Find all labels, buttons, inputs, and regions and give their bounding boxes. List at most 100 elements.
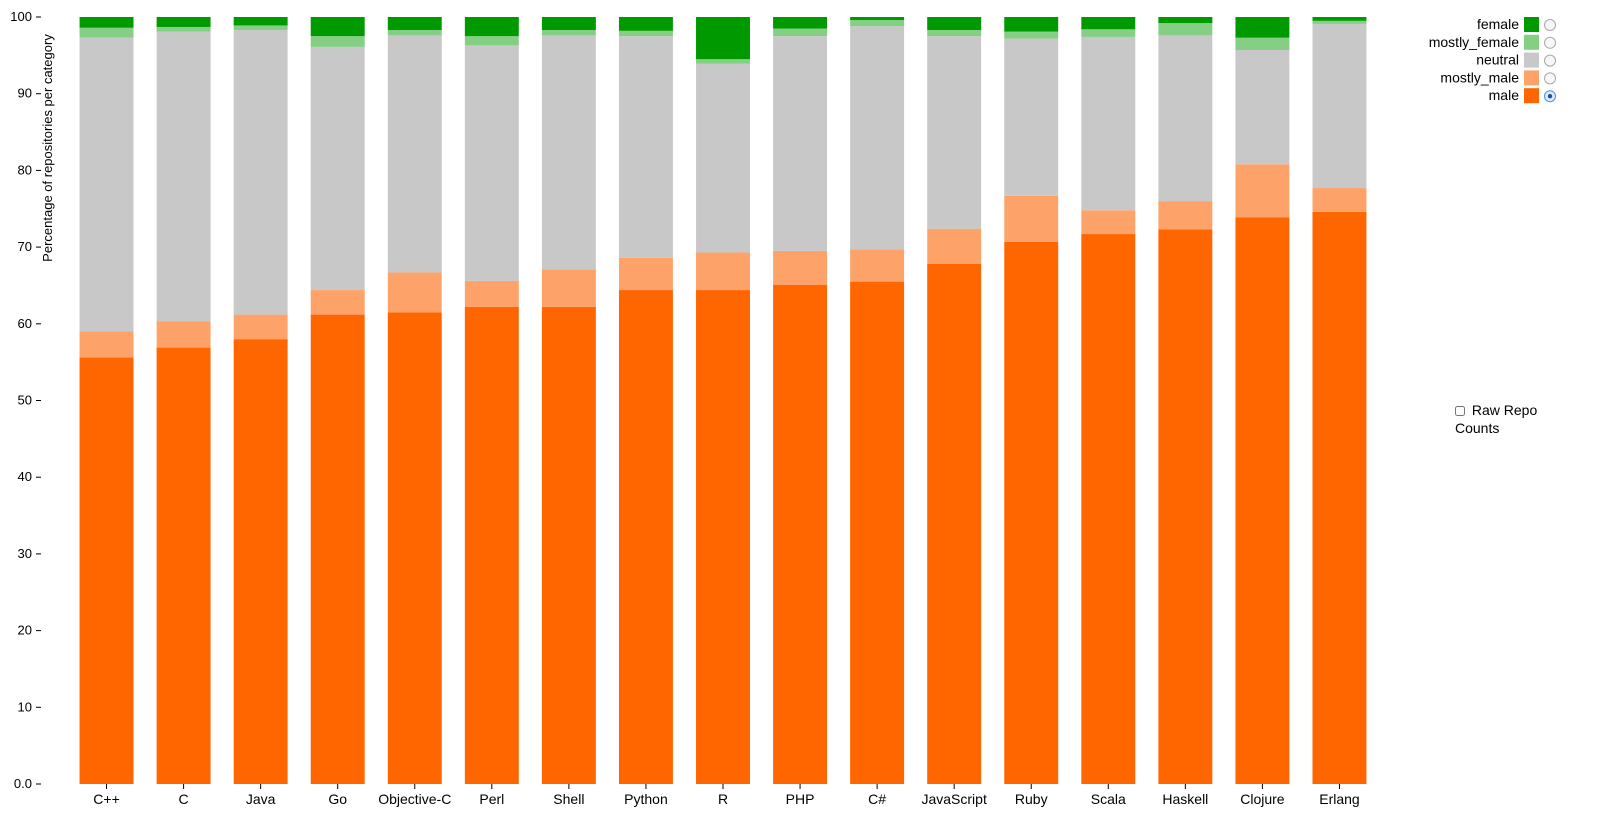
legend-label: female <box>1477 16 1519 32</box>
legend-radio-button[interactable] <box>1544 54 1556 67</box>
bar-segment-mostly_female <box>233 25 288 31</box>
bar-segment-female <box>156 17 211 27</box>
y-tick-label: 100 <box>10 9 32 24</box>
bar-segment-female <box>1312 17 1367 21</box>
bar-segment-mostly_female <box>156 26 211 32</box>
legend-item-neutral[interactable]: neutral <box>1476 52 1556 68</box>
legend-radio-button[interactable] <box>1544 19 1556 31</box>
bar-segment-male <box>1081 234 1136 784</box>
bar-segment-female <box>927 17 982 31</box>
raw-counts-toggle[interactable]: Raw Repo Counts <box>1455 401 1565 437</box>
bar-segment-neutral <box>773 36 828 251</box>
bar-segment-mostly_male <box>233 314 288 340</box>
bar-segment-mostly_female <box>773 28 828 37</box>
x-tick-label: Erlang <box>1319 791 1359 807</box>
bar-segment-neutral <box>156 31 211 322</box>
legend-radio-button[interactable] <box>1544 72 1556 85</box>
x-tick-label: Go <box>328 791 347 807</box>
x-tick-label: Ruby <box>1015 791 1048 807</box>
x-tick-label: Shell <box>553 791 584 807</box>
bar-segment-neutral <box>1235 49 1290 165</box>
bar-segment-mostly_female <box>310 36 365 47</box>
legend-label: mostly_female <box>1429 34 1519 50</box>
bar-segment-female <box>310 17 365 37</box>
legend: female mostly_femaleneutralmostly_malemal… <box>1429 16 1556 104</box>
bar-segment-female <box>541 17 596 31</box>
bar-segment-mostly_male <box>464 280 519 307</box>
bar-segment-mostly_male <box>1004 195 1059 242</box>
x-tick-label: C# <box>868 791 886 807</box>
y-tick-label: 40 <box>18 469 32 484</box>
bar-segment-mostly_male <box>387 272 442 313</box>
bar-segment-mostly_male <box>541 269 596 307</box>
bar-segment-mostly_male <box>1235 164 1290 218</box>
bar-segment-male <box>1312 211 1367 784</box>
bar-segment-neutral <box>387 35 442 273</box>
bar-segment-male <box>79 357 134 784</box>
bar-segment-male <box>618 290 673 784</box>
bar-segment-neutral <box>541 35 596 270</box>
bar-segment-male <box>464 306 519 784</box>
legend-swatch <box>1524 70 1539 86</box>
bar-segment-male <box>1158 229 1213 785</box>
y-axis-title: Percentage of repositories per category <box>40 34 55 262</box>
bar-segment-mostly_male <box>310 290 365 315</box>
x-tick-label: C <box>179 791 189 807</box>
x-axis: C++ C Java Go Objective-C Perl Shell Python R PHP… <box>93 784 1360 807</box>
bar-segment-female <box>464 17 519 37</box>
bar-segment-female <box>696 17 750 60</box>
bar-segment-neutral <box>618 36 673 258</box>
y-tick-label: 0.0 <box>14 776 32 791</box>
bar-segment-male <box>387 312 442 784</box>
raw-counts-checkbox[interactable] <box>1455 406 1465 417</box>
bar-segment-mostly_female <box>618 30 673 37</box>
legend-swatch <box>1524 88 1539 104</box>
bar-segment-mostly_female <box>79 27 134 38</box>
y-tick-label: 30 <box>18 546 32 561</box>
bar-segment-mostly_male <box>1312 188 1367 212</box>
legend-item-female[interactable]: female <box>1477 16 1556 32</box>
bar-segment-female <box>773 17 828 29</box>
bar-segment-neutral <box>1312 23 1367 189</box>
bar-segment-mostly_female <box>541 30 596 36</box>
legend-radio-button[interactable] <box>1544 36 1556 49</box>
bar-segment-female <box>1158 17 1213 24</box>
y-tick-label: 70 <box>18 239 32 254</box>
x-tick-label: Clojure <box>1240 791 1285 807</box>
bar-segment-neutral <box>696 63 750 253</box>
bar-segment-mostly_female <box>927 30 982 37</box>
legend-swatch <box>1524 34 1539 50</box>
bar-segment-female <box>850 17 905 21</box>
y-tick-label: 50 <box>18 393 32 408</box>
bar-segment-neutral <box>310 46 365 291</box>
bar-segment-female <box>618 17 673 31</box>
bar-segment-neutral <box>1158 35 1213 202</box>
bar-segment-mostly_female <box>387 30 442 36</box>
bar-segment-male <box>696 290 750 784</box>
bar-segment-mostly_male <box>850 249 905 282</box>
bar-segment-mostly_female <box>1158 23 1213 36</box>
x-tick-label: R <box>718 791 728 807</box>
raw-counts-label: Raw Repo Counts <box>1455 402 1538 436</box>
x-tick-label: Haskell <box>1162 791 1208 807</box>
y-tick-label: 60 <box>18 316 32 331</box>
bar-segment-female <box>233 17 288 26</box>
bar-segment-neutral <box>1004 38 1059 196</box>
legend-swatch <box>1524 17 1539 32</box>
y-tick-label: 20 <box>18 623 32 638</box>
bar-segment-male <box>541 306 596 784</box>
y-tick-label: 10 <box>18 699 32 714</box>
bar-segment-mostly_female <box>1235 37 1290 50</box>
bar-segment-neutral <box>464 45 519 281</box>
bar-segment-mostly_male <box>79 331 134 358</box>
bar-segment-mostly_female <box>464 36 519 46</box>
legend-item-mostly_female[interactable]: mostly_female <box>1429 34 1556 50</box>
y-axis: 0.0 10 20 30 40 50 60 70 80 90 100 <box>10 9 41 791</box>
x-tick-label: Java <box>246 791 276 807</box>
y-tick-label: 80 <box>18 162 32 177</box>
x-tick-label: Objective-C <box>378 791 451 807</box>
legend-item-male[interactable]: male <box>1489 87 1556 104</box>
legend-item-mostly_male[interactable]: mostly_male <box>1440 69 1556 86</box>
bar-segment-mostly_female <box>850 20 905 27</box>
legend-label: neutral <box>1476 52 1519 68</box>
